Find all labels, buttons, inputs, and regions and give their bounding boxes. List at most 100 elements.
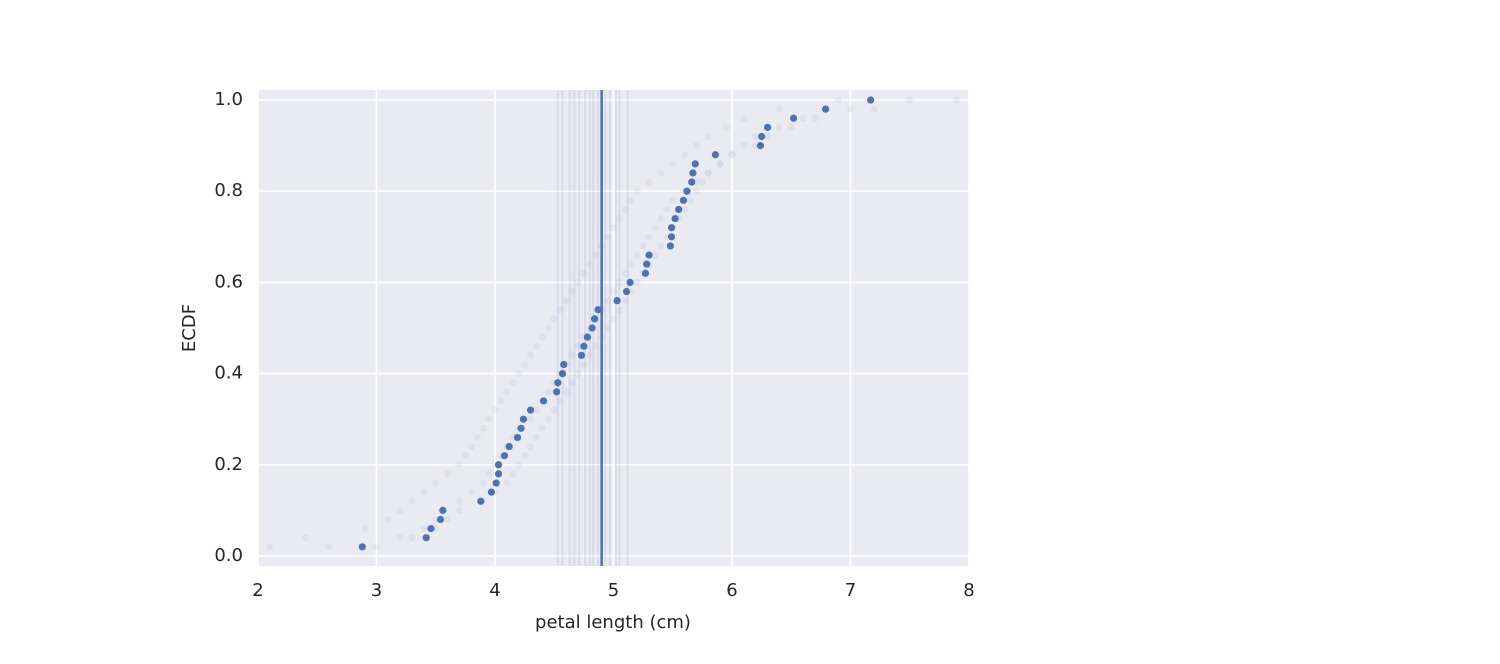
y-tick-label: 0.4	[214, 363, 243, 384]
bootstrap-point	[538, 424, 547, 432]
ecdf-point	[505, 442, 513, 451]
ecdf-point	[758, 132, 766, 141]
ecdf-point	[560, 360, 568, 369]
ecdf-point	[822, 105, 830, 113]
bootstrap-point	[568, 379, 576, 387]
bootstrap-point	[521, 452, 529, 460]
bootstrap-point	[740, 114, 748, 122]
ecdf-point	[626, 278, 634, 287]
bootstrap-point	[728, 151, 736, 159]
ecdf-point	[643, 260, 651, 268]
bootstrap-point	[603, 297, 612, 305]
ecdf-point	[519, 415, 528, 423]
bootstrap-point	[811, 114, 819, 122]
ecdf-point	[688, 178, 696, 186]
bootstrap-point	[562, 388, 570, 396]
bootstrap-point	[639, 242, 647, 250]
ecdf-point	[494, 470, 503, 478]
bootstrap-point	[550, 315, 558, 323]
bootstrap-point	[752, 132, 760, 141]
bootstrap-point	[722, 123, 730, 131]
ecdf-point	[539, 397, 548, 405]
bootstrap-point	[609, 315, 618, 323]
bootstrap-point	[509, 379, 517, 387]
bootstrap-point	[526, 442, 535, 451]
x-tick-label: 4	[489, 580, 500, 601]
bootstrap-point	[544, 388, 552, 396]
ecdf-point	[790, 114, 798, 122]
ecdf-point	[427, 525, 435, 533]
ecdf-point	[526, 406, 535, 414]
bootstrap-point	[586, 351, 594, 359]
bootstrap-point	[455, 506, 464, 514]
ecdf-point	[622, 287, 631, 296]
bootstrap-point	[698, 178, 706, 186]
bootstrap-point	[574, 278, 582, 287]
bootstrap-point	[799, 114, 807, 122]
bootstrap-point	[580, 360, 588, 369]
ecdf-point	[691, 160, 699, 168]
bootstrap-point	[716, 160, 724, 168]
bootstrap-point	[580, 269, 588, 277]
ecdf-point	[594, 306, 602, 314]
bootstrap-point	[740, 142, 748, 150]
bootstrap-point	[467, 442, 475, 451]
bootstrap-point	[420, 488, 428, 496]
bootstrap-point	[568, 287, 576, 296]
y-tick-label: 0.0	[214, 545, 243, 566]
bootstrap-point	[532, 433, 541, 442]
bootstrap-point	[432, 479, 440, 487]
bootstrap-point	[550, 406, 558, 414]
bootstrap-point	[592, 251, 600, 259]
bootstrap-point	[396, 506, 404, 514]
bootstrap-point	[775, 123, 784, 131]
ecdf-point	[494, 461, 503, 469]
bootstrap-point	[461, 452, 469, 460]
ecdf-point	[667, 224, 676, 232]
ecdf-point	[439, 506, 447, 514]
x-tick-label: 8	[963, 580, 974, 601]
x-axis-label: petal length (cm)	[535, 612, 691, 633]
x-tick-label: 7	[845, 580, 856, 601]
ecdf-point	[756, 142, 765, 150]
ecdf-point	[436, 515, 445, 524]
bootstrap-point	[669, 196, 677, 204]
ecdf-point	[422, 534, 430, 542]
bootstrap-point	[692, 187, 701, 195]
bootstrap-point	[515, 369, 523, 378]
x-tick-label: 3	[371, 580, 382, 601]
ecdf-point	[763, 123, 772, 131]
bootstrap-point	[384, 515, 392, 524]
ecdf-point	[683, 187, 691, 195]
bootstrap-point	[455, 461, 464, 469]
bootstrap-point	[692, 142, 701, 150]
bootstrap-point	[716, 160, 724, 168]
bootstrap-point	[633, 187, 641, 195]
ecdf-point	[666, 242, 674, 250]
bootstrap-point	[503, 388, 511, 396]
bootstrap-point	[544, 415, 552, 423]
bootstrap-point	[870, 105, 878, 113]
bootstrap-point	[686, 196, 695, 204]
bootstrap-point	[609, 287, 618, 296]
y-tick-label: 0.8	[214, 180, 243, 201]
bootstrap-point	[408, 534, 416, 542]
bootstrap-point	[526, 351, 535, 359]
y-tick-label: 1.0	[214, 89, 243, 110]
bootstrap-point	[361, 525, 369, 533]
x-tick-label: 5	[608, 580, 619, 601]
ecdf-point	[590, 315, 599, 323]
ecdf-point	[679, 196, 688, 204]
ecdf-point	[358, 543, 366, 551]
ecdf-point	[492, 479, 500, 487]
bootstrap-point	[651, 224, 659, 232]
bootstrap-point	[657, 169, 665, 177]
ecdf-point	[477, 497, 485, 505]
bootstrap-point	[485, 415, 493, 423]
y-axis-label: ECDF	[179, 304, 200, 352]
bootstrap-point	[574, 342, 582, 350]
bootstrap-point	[592, 342, 600, 350]
ecdf-point	[580, 342, 588, 350]
bootstrap-point	[621, 269, 629, 277]
